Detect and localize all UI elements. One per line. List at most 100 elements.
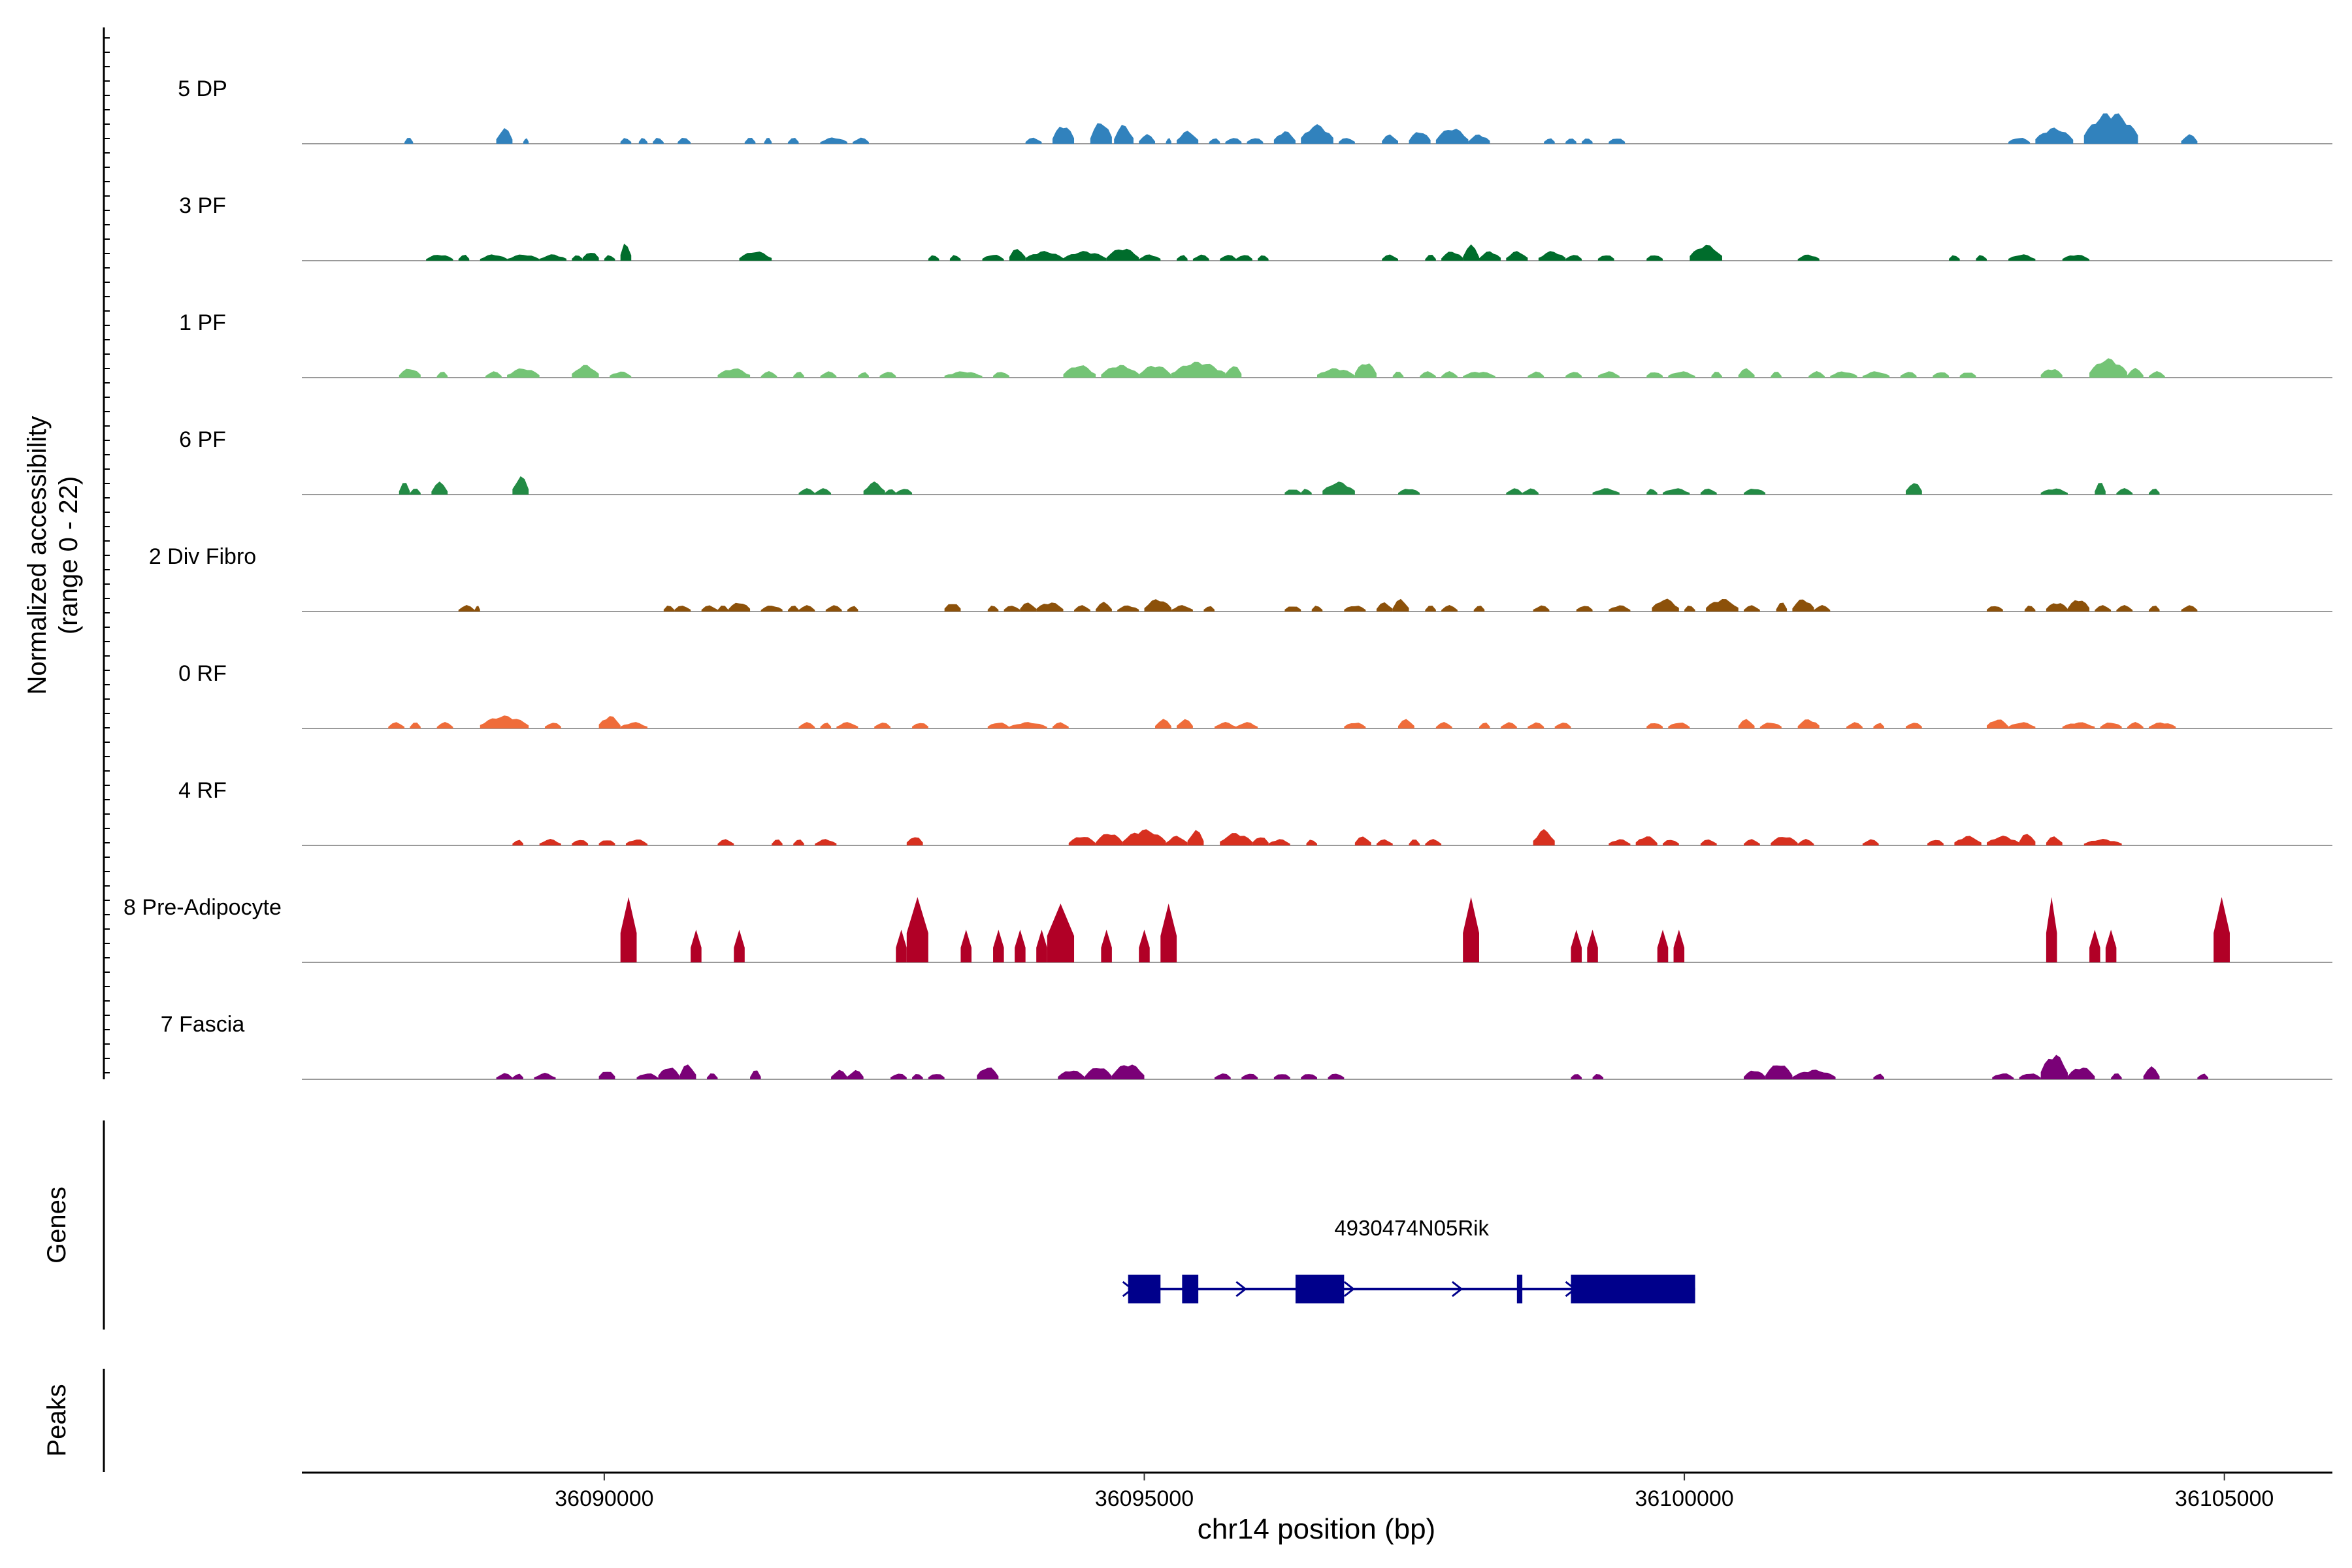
coverage-peak	[1096, 602, 1112, 612]
coverage-peak	[625, 839, 648, 845]
coverage-peak	[410, 488, 421, 495]
coverage-peak	[760, 371, 777, 378]
coverage-peak	[1846, 722, 1863, 728]
coverage-peak	[1738, 368, 1755, 378]
coverage-peak	[582, 253, 599, 261]
coverage-peak	[1074, 605, 1090, 612]
coverage-peak	[404, 138, 414, 144]
coverage-peak	[815, 839, 837, 845]
coverage-peak	[820, 371, 837, 378]
track-label: 2 Div Fibro	[149, 544, 256, 569]
strand-arrow	[1343, 1281, 1356, 1298]
coverage-peak	[2111, 1073, 2122, 1079]
coverage-peak	[1862, 839, 1879, 845]
coverage-peak	[1873, 1073, 1884, 1079]
coverage-peak	[436, 722, 453, 728]
coverage-peak	[598, 1071, 615, 1079]
coverage-peak	[1635, 836, 1658, 845]
coverage-peak	[1992, 1073, 2014, 1079]
coverage-peak	[539, 254, 567, 261]
coverage-peak	[1052, 126, 1075, 144]
coverage-peak	[1117, 605, 1139, 612]
coverage-peak	[1220, 255, 1237, 261]
coverage-peak	[1463, 372, 1495, 378]
coverage-peak	[2046, 836, 2063, 845]
coverage-peak	[1711, 371, 1722, 378]
coverage-peak	[1258, 255, 1269, 261]
strand-arrow	[1451, 1281, 1463, 1298]
coverage-peak	[2127, 722, 2144, 728]
coverage-peak	[1284, 489, 1301, 495]
coverage-peak	[815, 488, 832, 495]
coverage-peak	[1986, 836, 2019, 845]
coverage-peak	[2100, 723, 2122, 728]
coverage-peak	[1744, 605, 1760, 612]
coverage-peak	[1597, 371, 1620, 378]
coverage-peak	[2148, 371, 2165, 378]
coverage-peak	[2181, 605, 2198, 612]
coverage-peak	[572, 255, 583, 261]
gene-name-label: 4930474N05Rik	[1334, 1216, 1489, 1240]
coverage-peak	[1565, 372, 1582, 378]
coverage-peak	[1684, 605, 1695, 612]
coverage-peak	[512, 840, 523, 845]
coverage-peak	[993, 930, 1004, 962]
coverage-peak	[1538, 251, 1566, 261]
coverage-peak	[1101, 930, 1112, 962]
coverage-peak	[1776, 602, 1788, 612]
coverage-peak	[598, 716, 621, 728]
coverage-peak	[906, 897, 928, 962]
coverage-peak	[1792, 1070, 1836, 1079]
coverage-peak	[2089, 358, 2127, 378]
coverage-peak	[977, 1067, 999, 1079]
coverage-peak	[1139, 254, 1161, 261]
coverage-peak	[1738, 719, 1755, 728]
coverage-peak	[734, 930, 745, 962]
coverage-peak	[831, 1070, 847, 1079]
coverage-peak	[474, 606, 480, 612]
coverage-peak	[1744, 1070, 1766, 1079]
coverage-peak	[1301, 489, 1312, 495]
coverage-peak	[1015, 930, 1026, 962]
coverage-peak	[1533, 605, 1550, 612]
coverage-peak	[717, 606, 729, 612]
coverage-peak	[798, 488, 815, 495]
genes-panel-label: Genes	[42, 1186, 71, 1264]
coverage-peak	[798, 722, 815, 728]
coverage-peak	[1139, 930, 1150, 962]
coverage-peak	[863, 482, 885, 495]
coverage-peak	[1187, 830, 1204, 845]
coverage-peak	[701, 605, 718, 612]
track-label: 1 PF	[179, 310, 226, 335]
coverage-peak	[410, 722, 421, 728]
coverage-peak	[1344, 606, 1366, 612]
coverage-peak	[706, 1073, 718, 1079]
coverage-peak	[1792, 599, 1814, 612]
coverage-peak	[1392, 598, 1409, 612]
coverage-peak	[1668, 723, 1690, 728]
coverage-peak	[1155, 719, 1171, 728]
coverage-peak	[507, 368, 540, 378]
coverage-peak	[1096, 834, 1123, 845]
coverage-peak	[987, 723, 1009, 728]
coverage-peak	[2116, 605, 2133, 612]
coverage-peak	[1949, 255, 1960, 261]
coverage-peak	[2008, 722, 2036, 728]
coverage-peak	[1085, 1068, 1112, 1079]
coverage-peak	[1576, 606, 1593, 612]
coverage-peak	[798, 605, 815, 612]
coverage-peak	[1587, 930, 1598, 962]
coverage-peak	[1652, 598, 1679, 612]
coverage-peak	[1241, 1073, 1258, 1079]
coverage-peak	[1592, 488, 1620, 495]
coverage-peak	[944, 604, 961, 612]
coverage-peak	[1478, 723, 1490, 728]
coverage-peak	[653, 138, 664, 144]
coverage-peak	[436, 371, 448, 378]
gene-exon	[1182, 1275, 1199, 1303]
coverage-peak	[1409, 840, 1420, 845]
coverage-peak	[1101, 365, 1139, 378]
coverage-peak	[879, 372, 896, 378]
coverage-peak	[598, 840, 615, 845]
coverage-peak	[1273, 1074, 1290, 1079]
